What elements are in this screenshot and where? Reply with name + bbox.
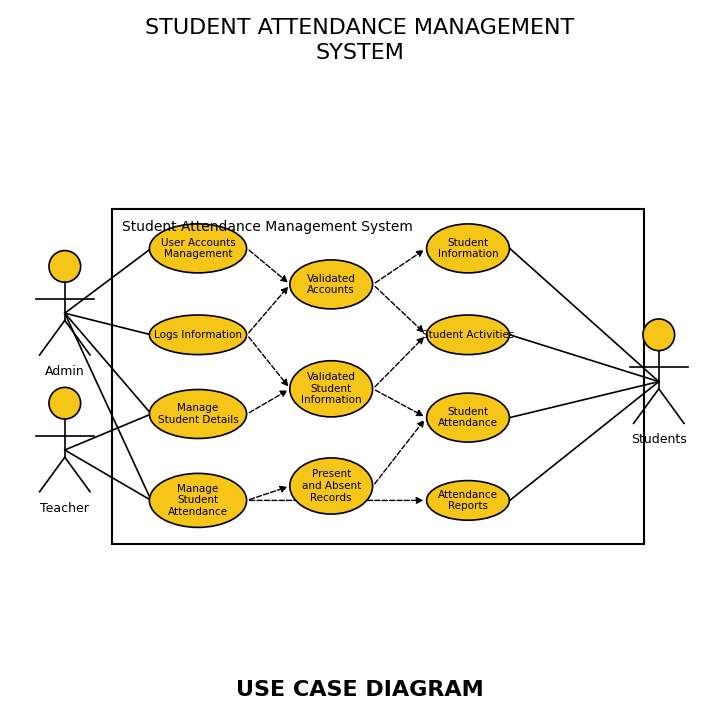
Ellipse shape [150, 474, 246, 527]
Text: Admin: Admin [45, 365, 85, 378]
Ellipse shape [426, 315, 510, 355]
Ellipse shape [426, 224, 510, 273]
Ellipse shape [289, 260, 373, 309]
Text: User Accounts
Management: User Accounts Management [161, 238, 235, 259]
Ellipse shape [289, 361, 373, 417]
Text: Manage
Student
Attendance: Manage Student Attendance [168, 484, 228, 517]
Text: Validated
Accounts: Validated Accounts [307, 274, 356, 295]
Ellipse shape [150, 224, 246, 273]
Circle shape [49, 251, 81, 282]
Text: Student
Attendance: Student Attendance [438, 407, 498, 428]
Text: Present
and Absent
Records: Present and Absent Records [302, 469, 361, 503]
Circle shape [643, 319, 675, 351]
Ellipse shape [289, 458, 373, 514]
Ellipse shape [426, 481, 510, 520]
Text: Student
Information: Student Information [438, 238, 498, 259]
Text: USE CASE DIAGRAM: USE CASE DIAGRAM [236, 680, 484, 701]
Ellipse shape [426, 393, 510, 442]
Text: Student Attendance Management System: Student Attendance Management System [122, 220, 413, 233]
Text: Attendance
Reports: Attendance Reports [438, 490, 498, 511]
Ellipse shape [150, 390, 246, 438]
Text: Validated
Student
Information: Validated Student Information [301, 372, 361, 405]
Text: Logs Information: Logs Information [154, 330, 242, 340]
Text: Teacher: Teacher [40, 502, 89, 515]
Text: STUDENT ATTENDANCE MANAGEMENT
SYSTEM: STUDENT ATTENDANCE MANAGEMENT SYSTEM [145, 18, 575, 63]
Text: Manage
Student Details: Manage Student Details [158, 403, 238, 425]
FancyBboxPatch shape [112, 209, 644, 544]
Ellipse shape [150, 315, 246, 355]
Circle shape [49, 387, 81, 419]
Text: Student Activities: Student Activities [422, 330, 514, 340]
Text: Students: Students [631, 433, 687, 446]
